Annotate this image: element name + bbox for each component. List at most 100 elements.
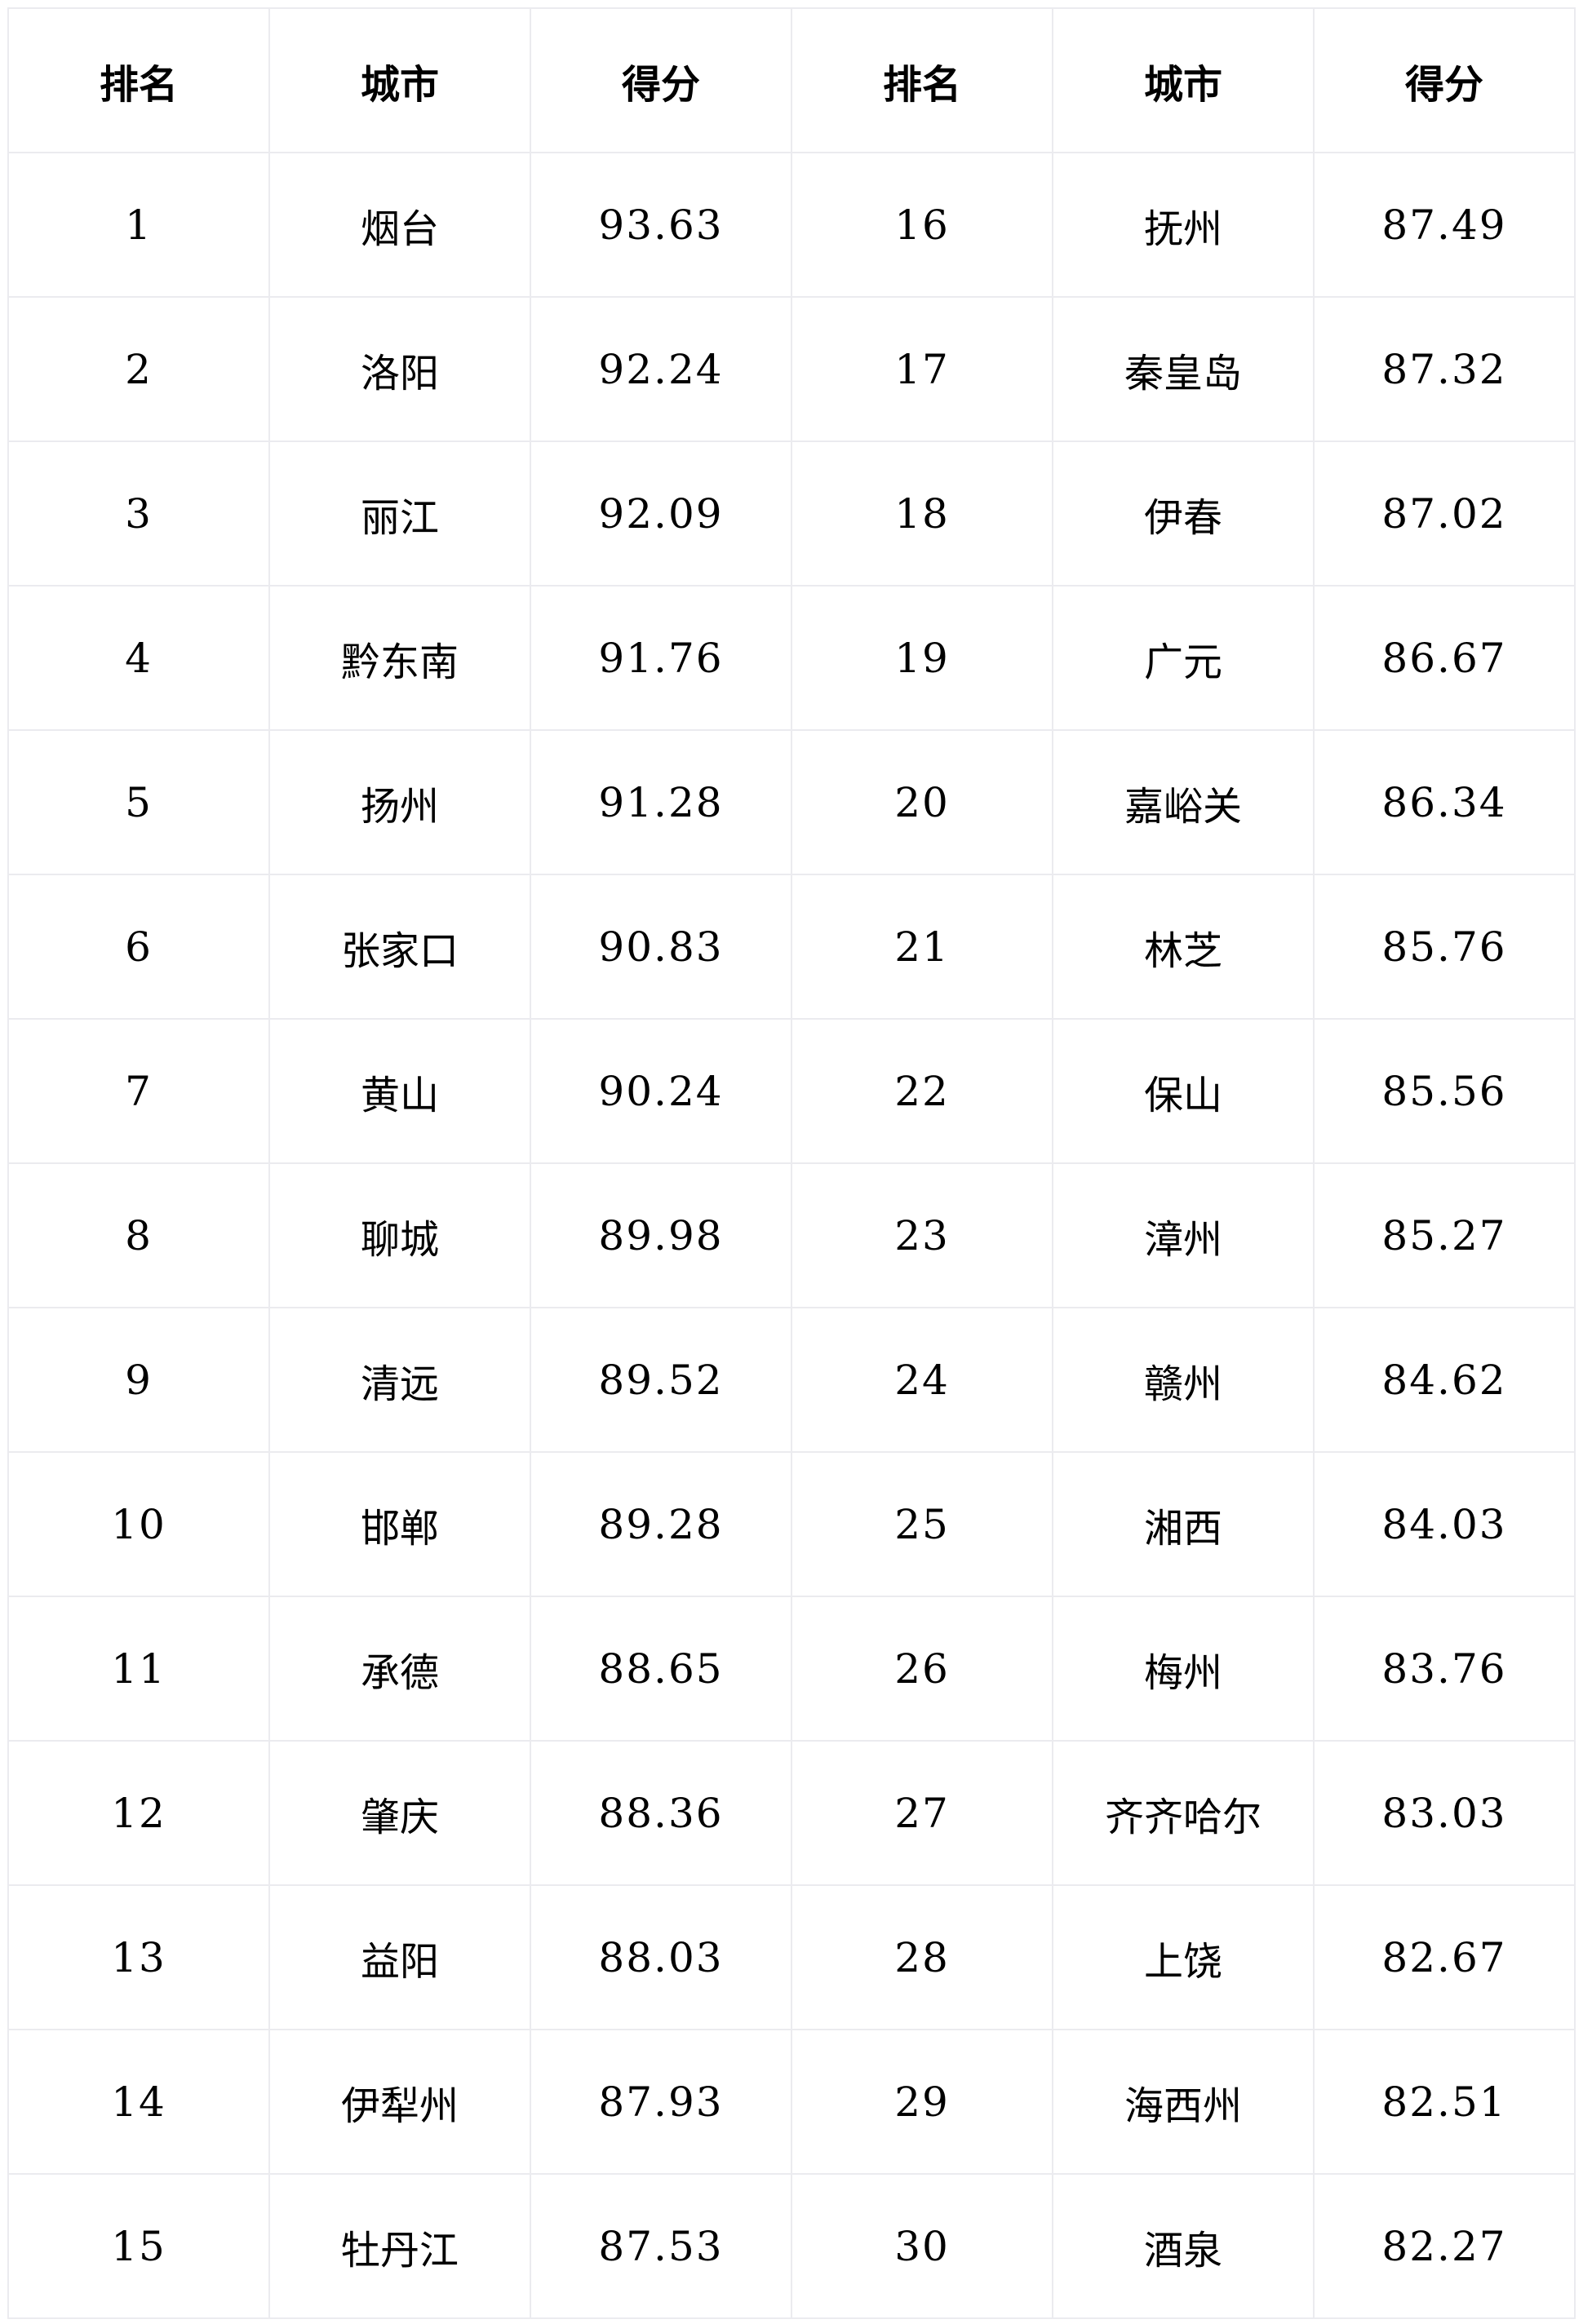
city-cell: 牡丹江	[268, 2173, 531, 2319]
score-cell: 87.02	[1313, 440, 1576, 587]
column-header-city: 城市	[268, 7, 531, 153]
city-cell: 漳州	[1052, 1162, 1315, 1308]
table-row: 3 丽江 92.09 18 伊春 87.02	[7, 440, 1576, 587]
rank-cell: 29	[791, 2029, 1053, 2175]
city-ranking-table: 排名 城市 得分 排名 城市 得分 1 烟台 93.63 16 抚州 87.49 2 洛阳 92.24 17…	[7, 7, 1576, 2319]
city-cell: 广元	[1052, 585, 1315, 731]
table-row: 15 牡丹江 87.53 30 酒泉 82.27	[7, 2173, 1576, 2319]
city-cell: 梅州	[1052, 1596, 1315, 1742]
table-row: 4 黔东南 91.76 19 广元 86.67	[7, 585, 1576, 731]
city-cell: 伊犁州	[268, 2029, 531, 2175]
city-cell: 伊春	[1052, 440, 1315, 587]
score-cell: 90.24	[530, 1018, 792, 1164]
rank-cell: 23	[791, 1162, 1053, 1308]
city-cell: 林芝	[1052, 874, 1315, 1020]
rank-cell: 18	[791, 440, 1053, 587]
rank-cell: 21	[791, 874, 1053, 1020]
column-header-city: 城市	[1052, 7, 1315, 153]
score-cell: 82.27	[1313, 2173, 1576, 2319]
score-cell: 84.03	[1313, 1451, 1576, 1597]
rank-cell: 4	[7, 585, 270, 731]
city-cell: 抚州	[1052, 152, 1315, 298]
table-row: 1 烟台 93.63 16 抚州 87.49	[7, 152, 1576, 298]
score-cell: 86.34	[1313, 729, 1576, 875]
rank-cell: 1	[7, 152, 270, 298]
rank-cell: 3	[7, 440, 270, 587]
rank-cell: 6	[7, 874, 270, 1020]
score-cell: 87.53	[530, 2173, 792, 2319]
table-row: 10 邯郸 89.28 25 湘西 84.03	[7, 1451, 1576, 1597]
score-cell: 87.49	[1313, 152, 1576, 298]
city-cell: 清远	[268, 1307, 531, 1453]
table-row: 8 聊城 89.98 23 漳州 85.27	[7, 1162, 1576, 1308]
rank-cell: 20	[791, 729, 1053, 875]
rank-cell: 25	[791, 1451, 1053, 1597]
rank-cell: 24	[791, 1307, 1053, 1453]
score-cell: 85.56	[1313, 1018, 1576, 1164]
rank-cell: 5	[7, 729, 270, 875]
score-cell: 87.32	[1313, 296, 1576, 442]
score-cell: 84.62	[1313, 1307, 1576, 1453]
header-row: 排名 城市 得分 排名 城市 得分	[7, 7, 1576, 153]
score-cell: 89.98	[530, 1162, 792, 1308]
score-cell: 87.93	[530, 2029, 792, 2175]
city-cell: 聊城	[268, 1162, 531, 1308]
city-cell: 益阳	[268, 1884, 531, 2030]
rank-cell: 17	[791, 296, 1053, 442]
rank-cell: 12	[7, 1740, 270, 1886]
score-cell: 91.76	[530, 585, 792, 731]
table-row: 13 益阳 88.03 28 上饶 82.67	[7, 1884, 1576, 2030]
rank-cell: 22	[791, 1018, 1053, 1164]
score-cell: 92.09	[530, 440, 792, 587]
table-row: 6 张家口 90.83 21 林芝 85.76	[7, 874, 1576, 1020]
city-cell: 黔东南	[268, 585, 531, 731]
rank-cell: 19	[791, 585, 1053, 731]
table-row: 14 伊犁州 87.93 29 海西州 82.51	[7, 2029, 1576, 2175]
city-cell: 赣州	[1052, 1307, 1315, 1453]
city-cell: 秦皇岛	[1052, 296, 1315, 442]
city-cell: 洛阳	[268, 296, 531, 442]
score-cell: 88.65	[530, 1596, 792, 1742]
city-cell: 保山	[1052, 1018, 1315, 1164]
rank-cell: 27	[791, 1740, 1053, 1886]
score-cell: 82.51	[1313, 2029, 1576, 2175]
city-cell: 张家口	[268, 874, 531, 1020]
city-cell: 肇庆	[268, 1740, 531, 1886]
city-cell: 上饶	[1052, 1884, 1315, 2030]
score-cell: 82.67	[1313, 1884, 1576, 2030]
column-header-score: 得分	[530, 7, 792, 153]
score-cell: 83.03	[1313, 1740, 1576, 1886]
city-cell: 酒泉	[1052, 2173, 1315, 2319]
rank-cell: 10	[7, 1451, 270, 1597]
score-cell: 85.27	[1313, 1162, 1576, 1308]
city-cell: 扬州	[268, 729, 531, 875]
score-cell: 89.52	[530, 1307, 792, 1453]
table-row: 12 肇庆 88.36 27 齐齐哈尔 83.03	[7, 1740, 1576, 1886]
score-cell: 92.24	[530, 296, 792, 442]
city-cell: 嘉峪关	[1052, 729, 1315, 875]
rank-cell: 8	[7, 1162, 270, 1308]
city-cell: 黄山	[268, 1018, 531, 1164]
rank-cell: 16	[791, 152, 1053, 298]
rank-cell: 2	[7, 296, 270, 442]
score-cell: 85.76	[1313, 874, 1576, 1020]
city-cell: 烟台	[268, 152, 531, 298]
table-row: 11 承德 88.65 26 梅州 83.76	[7, 1596, 1576, 1742]
score-cell: 83.76	[1313, 1596, 1576, 1742]
rank-cell: 7	[7, 1018, 270, 1164]
table-row: 7 黄山 90.24 22 保山 85.56	[7, 1018, 1576, 1164]
table-row: 9 清远 89.52 24 赣州 84.62	[7, 1307, 1576, 1453]
city-cell: 湘西	[1052, 1451, 1315, 1597]
column-header-score: 得分	[1313, 7, 1576, 153]
city-cell: 丽江	[268, 440, 531, 587]
score-cell: 89.28	[530, 1451, 792, 1597]
column-header-rank: 排名	[7, 7, 270, 153]
score-cell: 90.83	[530, 874, 792, 1020]
score-cell: 88.03	[530, 1884, 792, 2030]
score-cell: 88.36	[530, 1740, 792, 1886]
rank-cell: 14	[7, 2029, 270, 2175]
rank-cell: 13	[7, 1884, 270, 2030]
rank-cell: 15	[7, 2173, 270, 2319]
rank-cell: 11	[7, 1596, 270, 1742]
score-cell: 86.67	[1313, 585, 1576, 731]
